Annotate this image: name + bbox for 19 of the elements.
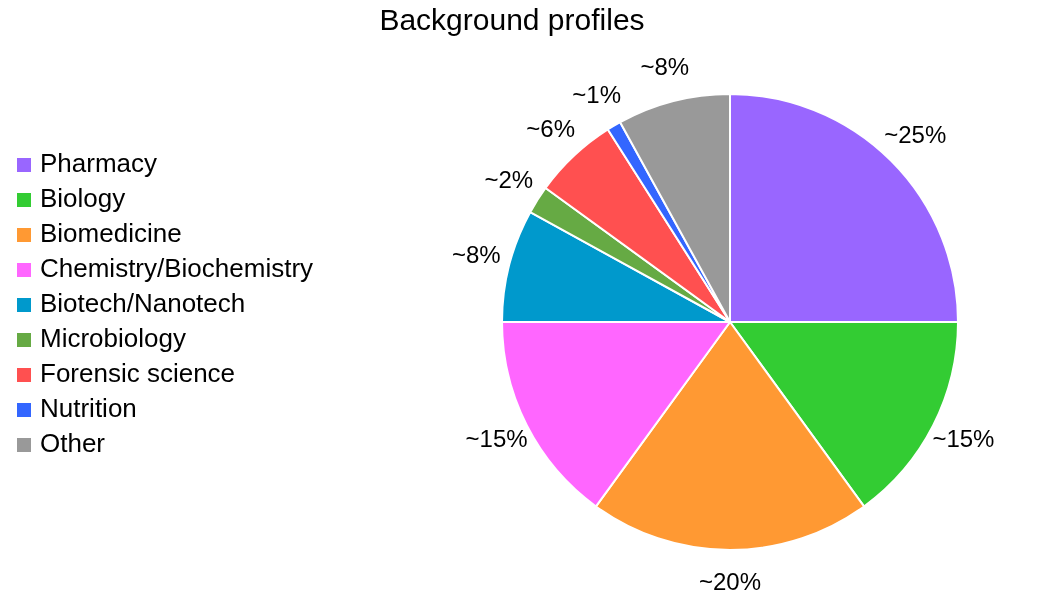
data-label: ~15% (465, 425, 528, 453)
data-label: ~20% (698, 568, 762, 596)
legend-label: Chemistry/Biochemistry (40, 252, 314, 283)
legend-label: Nutrition (40, 392, 137, 423)
data-label: ~25% (884, 121, 947, 149)
chart-title: Background profiles (379, 3, 645, 36)
data-label: ~8% (640, 52, 690, 80)
legend-label: Other (40, 427, 106, 458)
legend-label: Biomedicine (40, 217, 182, 248)
legend-label: Biology (40, 182, 126, 213)
legend-label: Biotech/Nanotech (40, 287, 246, 318)
data-label: ~2% (484, 165, 534, 193)
data-label: ~8% (451, 241, 501, 269)
data-label: ~1% (572, 80, 621, 108)
legend-label: Microbiology (40, 322, 186, 353)
data-label: ~6% (526, 115, 575, 143)
data-label: ~15% (932, 425, 995, 453)
legend-label: Pharmacy (40, 147, 158, 178)
legend-label: Forensic science (40, 357, 236, 388)
